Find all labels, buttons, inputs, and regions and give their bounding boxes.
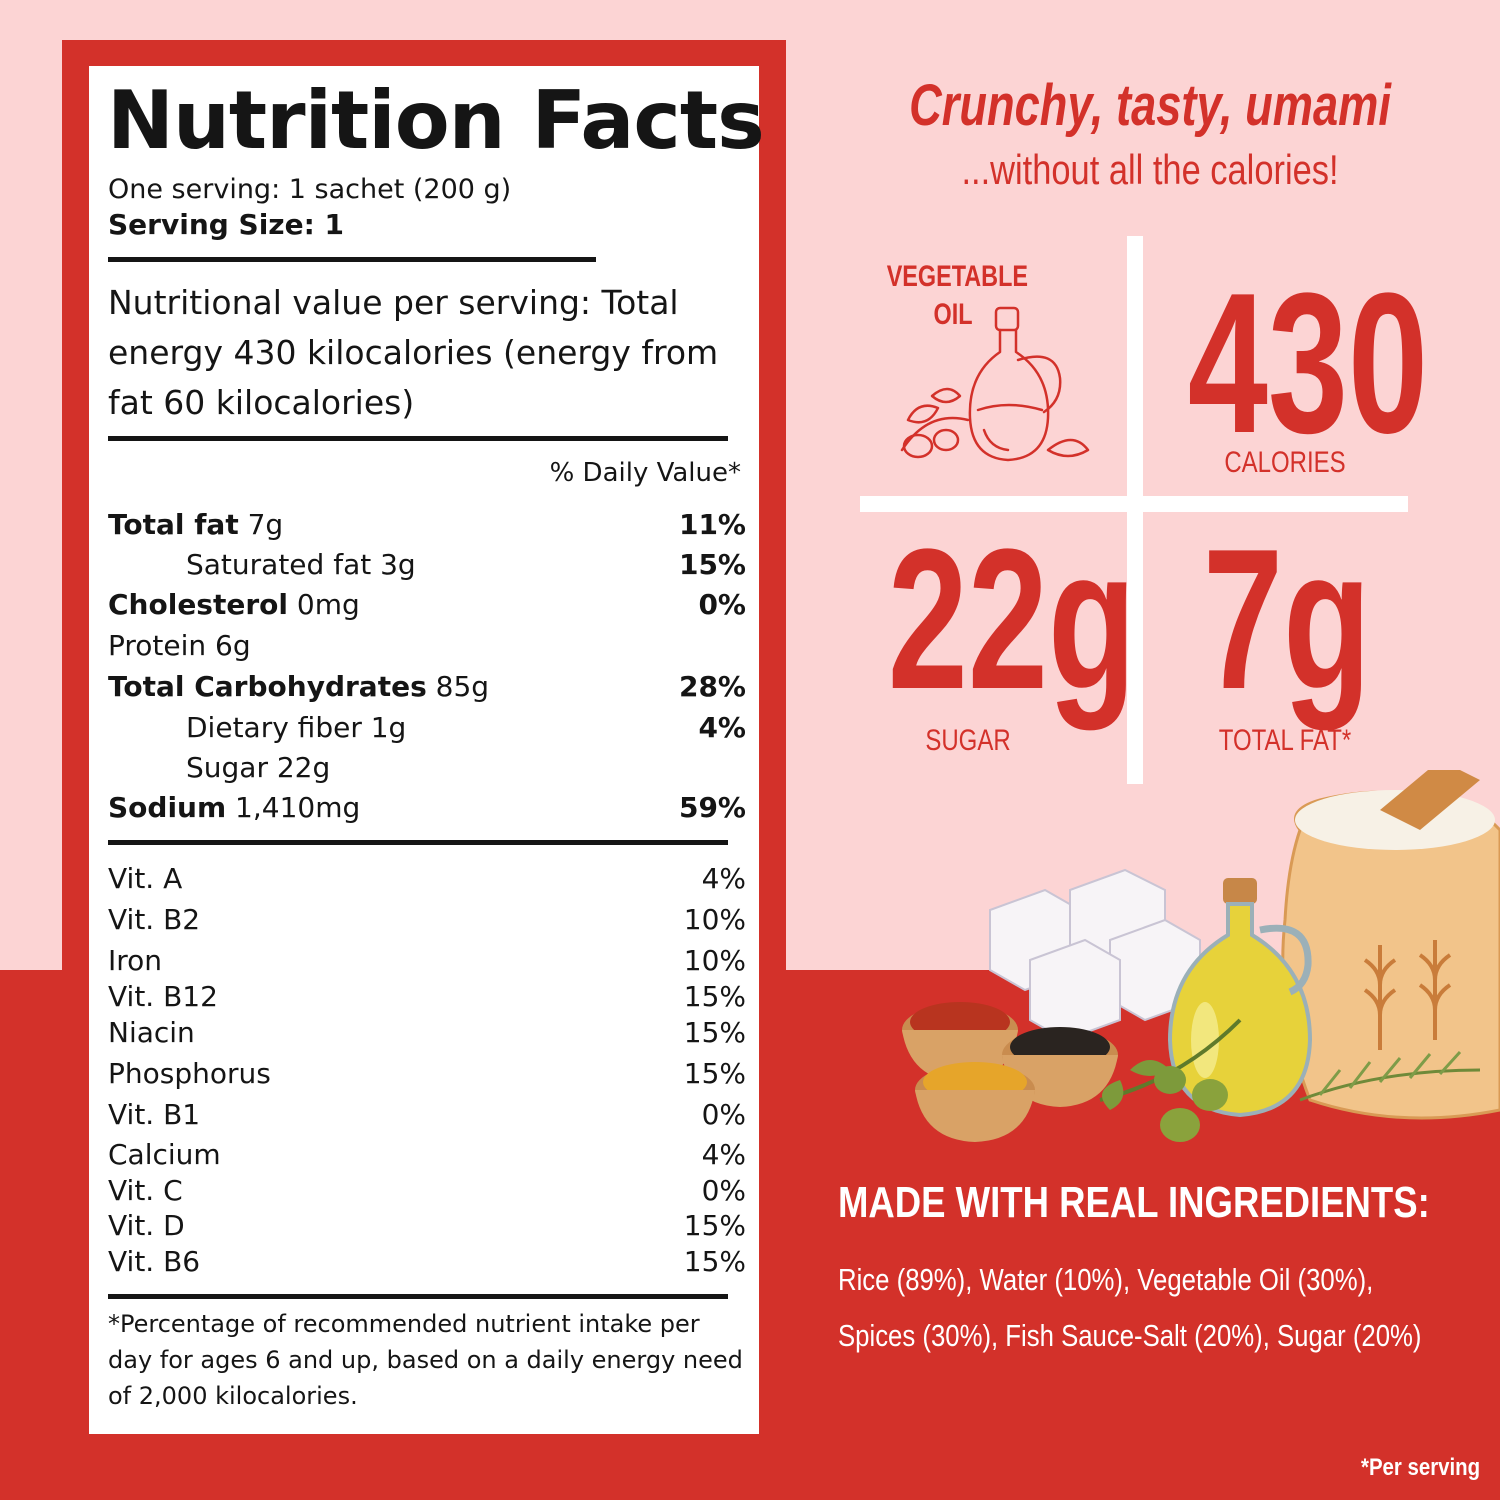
nutrient-row-dietary-fiber: Dietary fiber 1g 4% <box>186 711 746 744</box>
nutrient-row-total-fat: Total fat 7g 11% <box>108 508 746 541</box>
divider <box>108 1294 728 1299</box>
nutrient-row-sodium: Sodium 1,410mg 59% <box>108 791 746 824</box>
ingredients-illustration <box>902 770 1500 1142</box>
oil-bottle-icon <box>900 306 1090 462</box>
vitamin-row: Vit. A 4% <box>108 862 746 895</box>
nutrient-row-carbohydrates: Total Carbohydrates 85g 28% <box>108 670 746 703</box>
vitamin-row: Vit. D 15% <box>108 1209 746 1242</box>
daily-value-header: % Daily Value* <box>549 458 741 488</box>
oil-bottle-icon <box>1167 878 1313 1118</box>
nutrient-row-sugar: Sugar 22g <box>186 751 331 784</box>
vitamin-row: Vit. C 0% <box>108 1174 746 1207</box>
footnote: *Percentage of recommended nutrient inta… <box>108 1310 743 1410</box>
divider <box>108 257 596 262</box>
nutrition-label: Nutrition Facts One serving: 1 sachet (2… <box>89 66 765 1434</box>
divider <box>108 436 728 441</box>
sugar-cubes-icon <box>989 868 1201 1042</box>
serving-size: Serving Size: 1 <box>108 208 345 241</box>
vegetable-oil-caption: VEGETABLE OIL <box>886 260 1028 331</box>
fat-label: TOTAL FAT* <box>1218 724 1352 757</box>
tagline: Crunchy, tasty, umami <box>909 73 1391 138</box>
energy-text: Nutritional value per serving: Total ene… <box>108 283 719 422</box>
made-with-title: MADE WITH REAL INGREDIENTS: <box>838 1178 1430 1227</box>
label-title: Nutrition Facts <box>107 74 765 167</box>
calories-label: CALORIES <box>1224 446 1346 479</box>
vitamin-row: Niacin 15% <box>108 1016 746 1049</box>
sugar-value: 22g <box>887 508 1136 731</box>
vitamin-row: Vit. B1 0% <box>108 1098 746 1131</box>
per-serving-note: *Per serving <box>1360 1454 1480 1481</box>
vitamin-row: Vit. B2 10% <box>108 903 746 936</box>
nutrient-row-cholesterol: Cholesterol 0mg 0% <box>108 588 746 621</box>
nutrient-row-protein: Protein 6g <box>108 629 251 662</box>
spice-bowls-icon <box>902 1002 1118 1142</box>
sub-tagline: ...without all the calories! <box>961 146 1339 193</box>
ingredients-list: Rice (89%), Water (10%), Vegetable Oil (… <box>838 1262 1422 1353</box>
nutrient-row-saturated-fat: Saturated fat 3g 15% <box>186 548 746 581</box>
vitamin-row: Iron 10% <box>108 944 746 977</box>
calories-value: 430 <box>1187 252 1429 475</box>
vitamin-row: Calcium 4% <box>108 1138 746 1171</box>
divider <box>108 840 728 845</box>
grid-horizontal-line <box>860 496 1408 512</box>
rice-sack-icon <box>1281 770 1500 1120</box>
fat-value: 7g <box>1202 508 1372 731</box>
sugar-label: SUGAR <box>925 724 1011 757</box>
vitamin-row: Vit. B12 15% <box>108 980 746 1013</box>
serving-line: One serving: 1 sachet (200 g) <box>108 174 512 205</box>
vitamin-row: Phosphorus 15% <box>108 1057 746 1090</box>
vitamin-row: Vit. B6 15% <box>108 1245 746 1278</box>
olive-branch-icon <box>1099 1018 1481 1142</box>
